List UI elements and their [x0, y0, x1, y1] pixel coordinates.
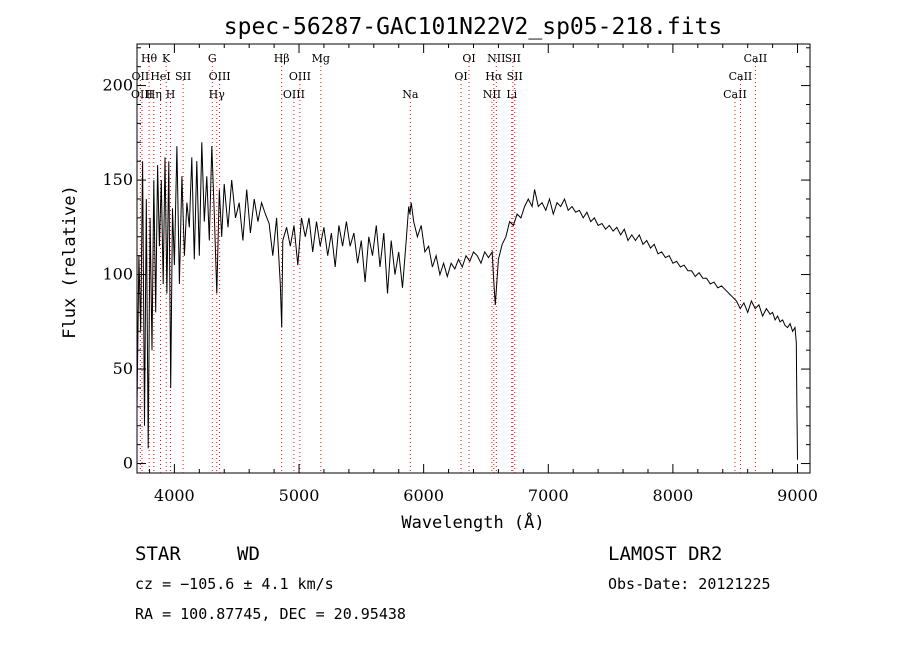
line-label-24: CaII — [744, 52, 768, 65]
line-label-15: Na — [402, 88, 419, 101]
y-tick-labels: 0 50 100 150 200 — [102, 76, 133, 473]
line-label-6: Hη — [146, 88, 162, 101]
plot-frame — [136, 43, 811, 474]
coordinates: RA = 100.87745, DEC = 20.95438 — [135, 605, 406, 623]
survey-name: LAMOST DR2 — [608, 543, 722, 565]
object-subclass: WD — [237, 543, 260, 565]
line-label-8: G — [208, 52, 217, 65]
spectrum-line-0 — [136, 142, 798, 460]
line-label-5: OIII — [131, 88, 153, 101]
y-tick-label-4: 200 — [102, 76, 133, 95]
y-axis-label: Flux (relative) — [60, 185, 80, 339]
observation-date: Obs-Date: 20121225 — [608, 575, 771, 593]
line-label-7: H — [166, 88, 176, 101]
x-tick-label-2: 6000 — [403, 486, 444, 505]
spectrum-series — [136, 142, 798, 460]
redshift-velocity: cz = −105.6 ± 4.1 km/s — [135, 575, 334, 593]
line-label-2: OII — [132, 70, 150, 83]
chart-title: spec-56287-GAC101N22V2_sp05-218.fits — [224, 14, 723, 40]
line-label-18: NII — [487, 52, 505, 65]
line-label-4: SII — [175, 70, 191, 83]
object-class: STAR — [135, 543, 181, 565]
y-tick-label-1: 50 — [113, 359, 133, 378]
line-label-16: OI — [462, 52, 475, 65]
line-label-14: Mg — [312, 52, 330, 65]
x-tick-label-0: 4000 — [154, 486, 195, 505]
line-label-12: OIII — [289, 70, 311, 83]
line-label-9: OIII — [209, 70, 231, 83]
y-tick-label-2: 100 — [102, 265, 133, 284]
line-label-11: Hβ — [274, 52, 290, 65]
spectral-line-markers — [139, 58, 756, 473]
line-label-1: K — [162, 52, 171, 65]
line-label-23: Li — [506, 88, 517, 101]
x-tick-label-5: 9000 — [777, 486, 818, 505]
x-tick-label-4: 8000 — [653, 486, 694, 505]
line-label-13: OIII — [283, 88, 305, 101]
line-label-17: OI — [454, 70, 467, 83]
line-label-25: CaII — [729, 70, 753, 83]
line-label-26: CaII — [723, 88, 747, 101]
line-label-3: HeI — [150, 70, 170, 83]
y-tick-label-3: 150 — [102, 170, 133, 189]
x-tick-label-3: 7000 — [528, 486, 569, 505]
line-label-20: Hα — [485, 70, 503, 83]
line-label-0: Hθ — [141, 52, 158, 65]
x-axis-label: Wavelength (Å) — [401, 511, 544, 533]
line-label-10: Hγ — [209, 88, 226, 101]
y-tick-label-0: 0 — [123, 454, 133, 473]
x-tick-labels: 4000 5000 6000 7000 8000 9000 — [154, 486, 818, 505]
line-label-22: NII — [483, 88, 501, 101]
axis-ticks — [137, 44, 810, 473]
x-tick-label-1: 5000 — [279, 486, 320, 505]
line-label-19: SII — [505, 52, 521, 65]
line-label-21: SII — [507, 70, 523, 83]
